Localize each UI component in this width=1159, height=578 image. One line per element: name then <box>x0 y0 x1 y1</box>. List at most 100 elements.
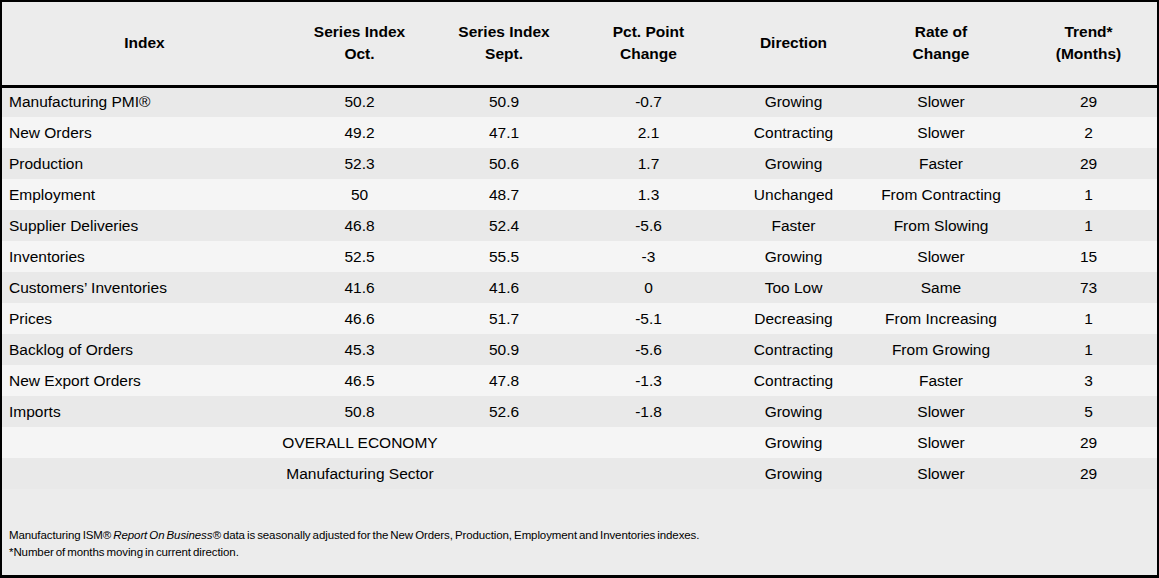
summary-row: OVERALL ECONOMYGrowingSlower29 <box>2 427 1159 458</box>
table-row: Manufacturing PMI®50.250.9-0.7GrowingSlo… <box>2 86 1159 117</box>
cell-oct: 46.5 <box>287 365 432 396</box>
cell-trend: 5 <box>1016 396 1159 427</box>
cell-direction: Growing <box>721 241 866 272</box>
cell-direction: Contracting <box>721 365 866 396</box>
cell-trend: 1 <box>1016 179 1159 210</box>
cell-index: New Export Orders <box>2 365 287 396</box>
footnote-suffix: data is seasonally adjusted for the New … <box>221 529 700 541</box>
cell-oct: 50 <box>287 179 432 210</box>
footnote-prefix: Manufacturing ISM® <box>9 529 113 541</box>
table-row: Prices46.651.7-5.1DecreasingFrom Increas… <box>2 303 1159 334</box>
report-on-business-title: Report On Business® <box>113 529 220 541</box>
table-row: Employment5048.71.3UnchangedFrom Contrac… <box>2 179 1159 210</box>
cell-sept: 47.1 <box>432 117 576 148</box>
table-row: Backlog of Orders45.350.9-5.6Contracting… <box>2 334 1159 365</box>
col-header-series-oct: Series Index Oct. <box>287 2 432 86</box>
footnote-seasonal-adjustment: Manufacturing ISM® Report On Business® d… <box>9 527 1147 544</box>
cell-trend: 73 <box>1016 272 1159 303</box>
cell-sept: 50.9 <box>432 334 576 365</box>
cell-oct: 41.6 <box>287 272 432 303</box>
table-row: Production52.350.61.7GrowingFaster29 <box>2 148 1159 179</box>
table-row: Imports50.852.6-1.8GrowingSlower5 <box>2 396 1159 427</box>
cell-oct: 46.6 <box>287 303 432 334</box>
cell-trend: 15 <box>1016 241 1159 272</box>
cell-direction: Growing <box>721 148 866 179</box>
cell-rate: Slower <box>866 117 1016 148</box>
cell-sept: 47.8 <box>432 365 576 396</box>
cell-index: Supplier Deliveries <box>2 210 287 241</box>
cell-change-empty <box>576 427 721 458</box>
cell-trend: 1 <box>1016 210 1159 241</box>
cell-change: 1.3 <box>576 179 721 210</box>
cell-trend: 29 <box>1016 458 1159 489</box>
cell-oct: 45.3 <box>287 334 432 365</box>
cell-direction: Contracting <box>721 334 866 365</box>
cell-direction: Decreasing <box>721 303 866 334</box>
table-body: Manufacturing PMI®50.250.9-0.7GrowingSlo… <box>2 86 1159 489</box>
cell-rate: Same <box>866 272 1016 303</box>
cell-rate: Slower <box>866 241 1016 272</box>
cell-direction: Contracting <box>721 117 866 148</box>
cell-trend: 29 <box>1016 427 1159 458</box>
cell-change-empty <box>576 458 721 489</box>
cell-trend: 1 <box>1016 334 1159 365</box>
cell-rate: Slower <box>866 396 1016 427</box>
cell-oct: 52.5 <box>287 241 432 272</box>
cell-index: Prices <box>2 303 287 334</box>
cell-direction: Growing <box>721 396 866 427</box>
cell-change: -5.1 <box>576 303 721 334</box>
col-header-series-sept: Series Index Sept. <box>432 2 576 86</box>
cell-oct: 52.3 <box>287 148 432 179</box>
cell-sept: 50.6 <box>432 148 576 179</box>
cell-index: Customers’ Inventories <box>2 272 287 303</box>
cell-change: -1.3 <box>576 365 721 396</box>
cell-sept: 52.6 <box>432 396 576 427</box>
cell-rate: From Increasing <box>866 303 1016 334</box>
cell-direction: Growing <box>721 86 866 117</box>
cell-index: Production <box>2 148 287 179</box>
cell-index: New Orders <box>2 117 287 148</box>
cell-rate: From Growing <box>866 334 1016 365</box>
cell-trend: 29 <box>1016 86 1159 117</box>
col-header-trend-months: Trend* (Months) <box>1016 2 1159 86</box>
cell-trend: 3 <box>1016 365 1159 396</box>
cell-direction: Growing <box>721 458 866 489</box>
cell-change: -5.6 <box>576 210 721 241</box>
col-header-index: Index <box>2 2 287 86</box>
cell-direction: Unchanged <box>721 179 866 210</box>
ism-manufacturing-at-a-glance-table: Index Series Index Oct. Series Index Sep… <box>0 0 1159 578</box>
footnotes: Manufacturing ISM® Report On Business® d… <box>2 489 1157 561</box>
cell-sept: 41.6 <box>432 272 576 303</box>
cell-change: -3 <box>576 241 721 272</box>
table-header: Index Series Index Oct. Series Index Sep… <box>2 2 1159 86</box>
summary-label: Manufacturing Sector <box>2 458 576 489</box>
col-header-rate-of-change: Rate of Change <box>866 2 1016 86</box>
cell-trend: 29 <box>1016 148 1159 179</box>
cell-rate: Slower <box>866 86 1016 117</box>
cell-index: Backlog of Orders <box>2 334 287 365</box>
table-row: Inventories52.555.5-3GrowingSlower15 <box>2 241 1159 272</box>
table-row: Supplier Deliveries46.852.4-5.6FasterFro… <box>2 210 1159 241</box>
cell-sept: 52.4 <box>432 210 576 241</box>
cell-trend: 2 <box>1016 117 1159 148</box>
cell-sept: 50.9 <box>432 86 576 117</box>
table-row: New Orders49.247.12.1ContractingSlower2 <box>2 117 1159 148</box>
cell-change: -0.7 <box>576 86 721 117</box>
cell-rate: From Contracting <box>866 179 1016 210</box>
cell-rate: Slower <box>866 427 1016 458</box>
cell-change: -1.8 <box>576 396 721 427</box>
cell-oct: 49.2 <box>287 117 432 148</box>
cell-index: Imports <box>2 396 287 427</box>
cell-direction: Faster <box>721 210 866 241</box>
cell-direction: Too Low <box>721 272 866 303</box>
cell-change: 1.7 <box>576 148 721 179</box>
cell-sept: 48.7 <box>432 179 576 210</box>
cell-sept: 51.7 <box>432 303 576 334</box>
cell-index: Inventories <box>2 241 287 272</box>
cell-sept: 55.5 <box>432 241 576 272</box>
cell-rate: Faster <box>866 148 1016 179</box>
footnote-trend-definition: *Number of months moving in current dire… <box>9 544 1147 561</box>
summary-label: OVERALL ECONOMY <box>2 427 576 458</box>
col-header-direction: Direction <box>721 2 866 86</box>
cell-oct: 46.8 <box>287 210 432 241</box>
